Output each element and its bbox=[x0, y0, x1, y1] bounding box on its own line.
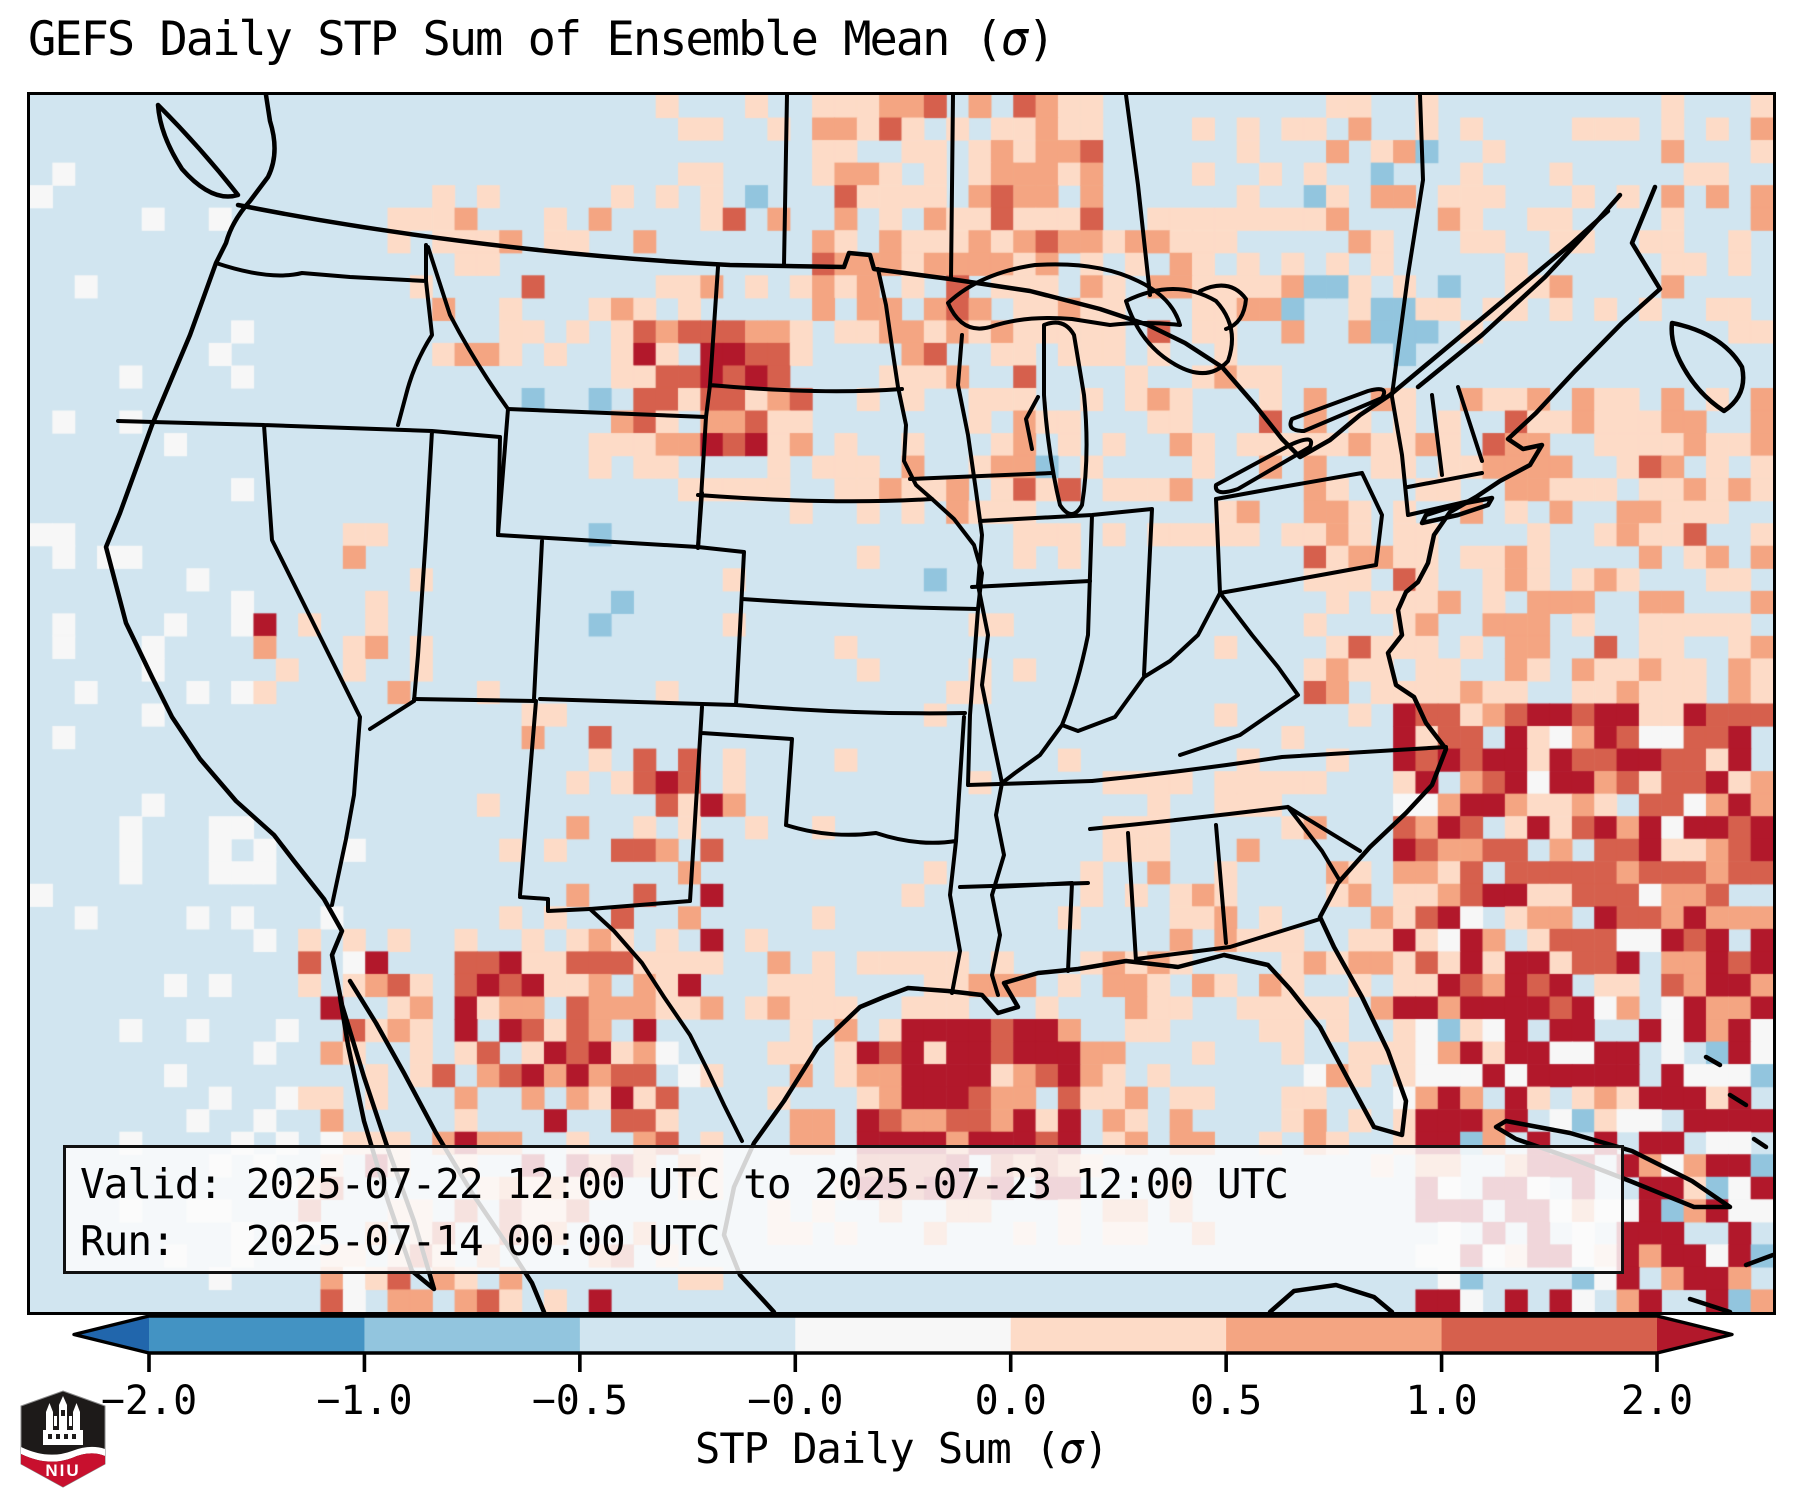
colorbar-axis-label: STP Daily Sum (σ) bbox=[0, 1424, 1803, 1473]
bahamas bbox=[1703, 1054, 1769, 1150]
colorbar-tick-label: −1.0 bbox=[316, 1378, 412, 1424]
title-text-suffix: ) bbox=[1027, 12, 1055, 67]
castle-windows bbox=[48, 1410, 76, 1439]
missouri-arkansas-lines bbox=[958, 607, 1094, 973]
canada-us-border bbox=[235, 202, 1611, 460]
colorbar-segment bbox=[1010, 1316, 1227, 1353]
run-time-line: Run: 2025-07-14 00:00 UTC bbox=[80, 1217, 720, 1265]
niu-red-field bbox=[21, 1453, 105, 1487]
mississippi-river bbox=[956, 333, 1006, 997]
colorbar-tick-labels: −2.0 −1.0 −0.5 −0.0 0.0 0.5 1.0 2.0 bbox=[101, 1378, 1693, 1424]
colorbar-tick-label: 1.0 bbox=[1405, 1378, 1477, 1424]
colorbar-tick-label: 0.0 bbox=[975, 1378, 1047, 1424]
appalachia-lines bbox=[1088, 471, 1448, 883]
title-sigma: σ bbox=[1000, 12, 1029, 67]
state-province-borders bbox=[116, 95, 1484, 1143]
colorbar-segment bbox=[795, 1316, 1012, 1353]
long-island bbox=[1419, 495, 1495, 526]
colorbar-tick-label: 2.0 bbox=[1621, 1378, 1693, 1424]
title-text: GEFS Daily STP Sum of Ensemble Mean ( bbox=[28, 12, 1003, 67]
st-lawrence-north-shore bbox=[1415, 192, 1623, 390]
great-lakes bbox=[946, 262, 1387, 516]
canada-province-lines bbox=[782, 95, 1425, 397]
niu-logo: NIU bbox=[20, 1390, 106, 1488]
vancouver-island bbox=[155, 102, 241, 199]
west-state-lines bbox=[116, 243, 510, 907]
colorbar-tick-label: −0.5 bbox=[532, 1378, 628, 1424]
valid-run-info-box: Valid: 2025-07-22 12:00 UTC to 2025-07-2… bbox=[63, 1145, 1624, 1274]
colorbar-tick-label: −0.0 bbox=[747, 1378, 843, 1424]
lake-huron bbox=[1124, 287, 1234, 375]
lake-erie bbox=[1213, 437, 1313, 495]
newengland-lines bbox=[1390, 385, 1484, 517]
colorbar-segments bbox=[149, 1316, 1658, 1353]
colorbar-over-arrow bbox=[1657, 1316, 1732, 1353]
valid-time-line: Valid: 2025-07-22 12:00 UTC to 2025-07-2… bbox=[80, 1160, 1289, 1208]
map-panel: Valid: 2025-07-22 12:00 UTC to 2025-07-2… bbox=[27, 92, 1776, 1315]
lake-michigan bbox=[1042, 320, 1089, 516]
atlantic-gulf-coast bbox=[721, 184, 1663, 1312]
minnesota-iowa-lines bbox=[876, 267, 1092, 589]
caribbean-edges bbox=[1687, 1252, 1773, 1312]
colorbar-tick-label: −2.0 bbox=[101, 1378, 197, 1424]
colorbar-segment bbox=[1226, 1316, 1443, 1353]
colorbar-segment bbox=[149, 1316, 365, 1353]
texas-oklahoma-lines bbox=[588, 705, 966, 1143]
stp-heatmap-canvas bbox=[30, 95, 1773, 1312]
niu-swoosh bbox=[21, 1446, 105, 1462]
dakotas-nebraska-lines bbox=[696, 265, 984, 611]
lake-superior bbox=[946, 262, 1182, 331]
colorbar-under-arrow bbox=[74, 1316, 149, 1353]
colorbar-segment bbox=[1441, 1316, 1658, 1353]
colorbar-tick-label: 0.5 bbox=[1190, 1378, 1262, 1424]
midwest-lines bbox=[978, 497, 1222, 785]
colorbar-segment bbox=[364, 1316, 581, 1353]
lake-ontario bbox=[1288, 387, 1387, 433]
colorbar: −2.0 −1.0 −0.5 −0.0 0.0 0.5 1.0 2.0 bbox=[72, 1314, 1734, 1424]
geography-borders bbox=[103, 95, 1773, 1312]
pacific-mexico-coast bbox=[103, 95, 547, 1312]
colorbar-segment bbox=[579, 1316, 796, 1353]
colorbar-label-suffix: ) bbox=[1083, 1424, 1109, 1473]
colorbar-label-text: STP Daily Sum ( bbox=[695, 1424, 1060, 1473]
niu-logo-text: NIU bbox=[45, 1461, 80, 1480]
yucatan bbox=[1267, 1282, 1395, 1312]
south-lines bbox=[1126, 823, 1322, 963]
nova-scotia bbox=[1669, 320, 1746, 414]
georgian-bay bbox=[1198, 283, 1248, 331]
colorbar-ticks bbox=[147, 1353, 1659, 1372]
altgeld-castle-icon bbox=[43, 1396, 83, 1445]
green-bay bbox=[1024, 395, 1040, 451]
figure-title: GEFS Daily STP Sum of Ensemble Mean (σ) bbox=[28, 12, 1056, 67]
colorbar-label-sigma: σ bbox=[1059, 1424, 1084, 1473]
